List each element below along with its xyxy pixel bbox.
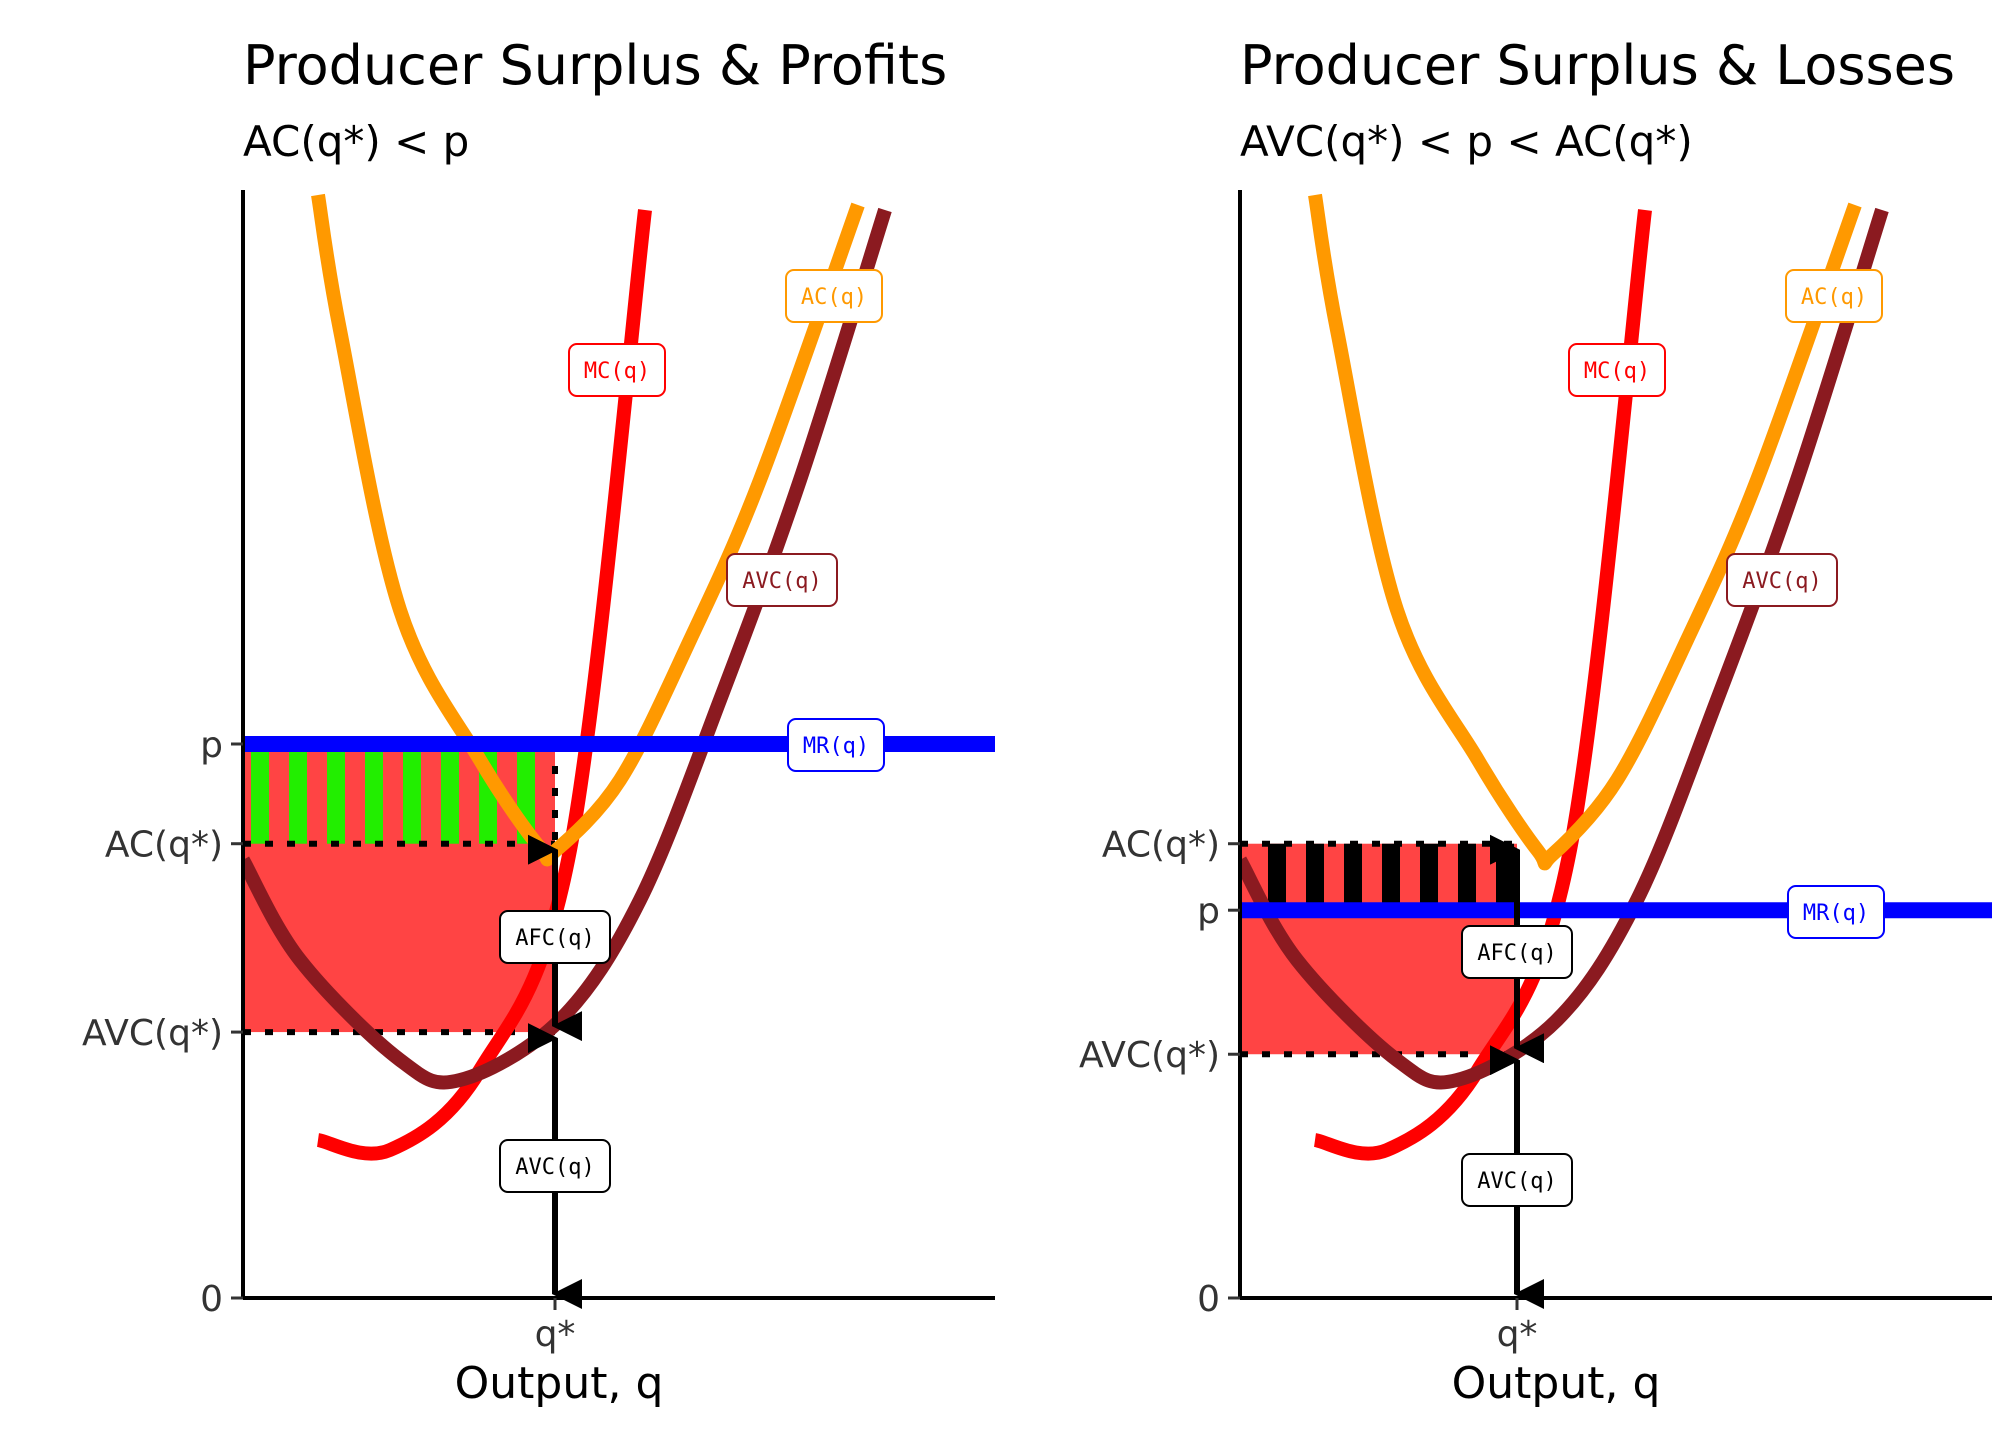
y-tick-label: 0 bbox=[1197, 1279, 1220, 1320]
plot-area bbox=[243, 193, 995, 1161]
avc-segment-label: AVC(q) bbox=[1477, 1169, 1556, 1194]
chart-title: Producer Surplus & Profits bbox=[243, 34, 947, 97]
profit-stripe bbox=[289, 750, 307, 844]
x-tick-label: q* bbox=[1497, 1314, 1538, 1355]
loss-stripe bbox=[1382, 843, 1400, 911]
mr-label-box bbox=[787, 718, 885, 772]
loss-stripe bbox=[1496, 843, 1514, 911]
x-axis-label: Output, q bbox=[1452, 1358, 1661, 1409]
chart-panel-2: Producer Surplus & Losses AVC(q*) < p < A… bbox=[1079, 34, 1992, 1409]
ac-curve bbox=[1308, 193, 1862, 871]
mc-label: MC(q) bbox=[1584, 359, 1650, 384]
mc-label-box bbox=[568, 343, 666, 397]
loss-stripe bbox=[1306, 843, 1324, 911]
ac-label-box bbox=[785, 269, 883, 323]
chart-subtitle: AVC(q*) < p < AC(q*) bbox=[1240, 117, 1693, 166]
profit-stripe bbox=[251, 750, 269, 844]
loss-stripe bbox=[1420, 843, 1438, 911]
afc-segment-label: AFC(q) bbox=[515, 926, 594, 951]
avc-label: AVC(q) bbox=[742, 569, 821, 594]
avc-segment-label-box bbox=[1461, 1153, 1573, 1207]
afc-segment-label-box bbox=[1461, 925, 1573, 979]
y-tick-label: AC(q*) bbox=[105, 825, 223, 866]
mr-label: MR(q) bbox=[1803, 901, 1869, 926]
y-tick-label: p bbox=[200, 725, 223, 766]
avc-curve bbox=[1240, 207, 1889, 1090]
loss-stripe bbox=[1458, 843, 1476, 911]
x-axis-label: Output, q bbox=[455, 1358, 664, 1409]
avc-label-box bbox=[726, 553, 838, 607]
y-tick-label: AVC(q*) bbox=[82, 1013, 223, 1054]
y-tick-label: AVC(q*) bbox=[1079, 1035, 1220, 1076]
mc-label: MC(q) bbox=[584, 359, 650, 384]
ac-label: AC(q) bbox=[801, 285, 867, 310]
ac-label: AC(q) bbox=[1801, 285, 1867, 310]
ac-label-box bbox=[1785, 269, 1883, 323]
plot-area bbox=[1240, 193, 1992, 1161]
avc-segment-label-box bbox=[499, 1139, 611, 1193]
mc-label-box bbox=[1568, 343, 1666, 397]
profit-stripe bbox=[403, 750, 421, 844]
chart-subtitle: AC(q*) < p bbox=[243, 117, 469, 166]
y-tick-label: AC(q*) bbox=[1102, 825, 1220, 866]
avc-segment-label: AVC(q) bbox=[515, 1155, 594, 1180]
y-tick-label: 0 bbox=[200, 1279, 223, 1320]
mr-label-box bbox=[1787, 885, 1885, 939]
afc-segment-label-box bbox=[499, 910, 611, 964]
loss-stripe bbox=[1268, 843, 1286, 911]
avc-label: AVC(q) bbox=[1742, 569, 1821, 594]
x-tick-label: q* bbox=[535, 1314, 576, 1355]
profit-stripe bbox=[441, 750, 459, 844]
y-tick-label: p bbox=[1197, 891, 1220, 932]
chart-title: Producer Surplus & Losses bbox=[1240, 34, 1955, 97]
mr-label: MR(q) bbox=[803, 734, 869, 759]
loss-stripe bbox=[1344, 843, 1362, 911]
chart-panel-1: Producer Surplus & Profits AC(q*) < p 0 AVC… bbox=[82, 34, 995, 1409]
avc-label-box bbox=[1726, 553, 1838, 607]
profit-stripe bbox=[327, 750, 345, 844]
afc-segment-label: AFC(q) bbox=[1477, 941, 1556, 966]
profit-stripe bbox=[365, 750, 383, 844]
